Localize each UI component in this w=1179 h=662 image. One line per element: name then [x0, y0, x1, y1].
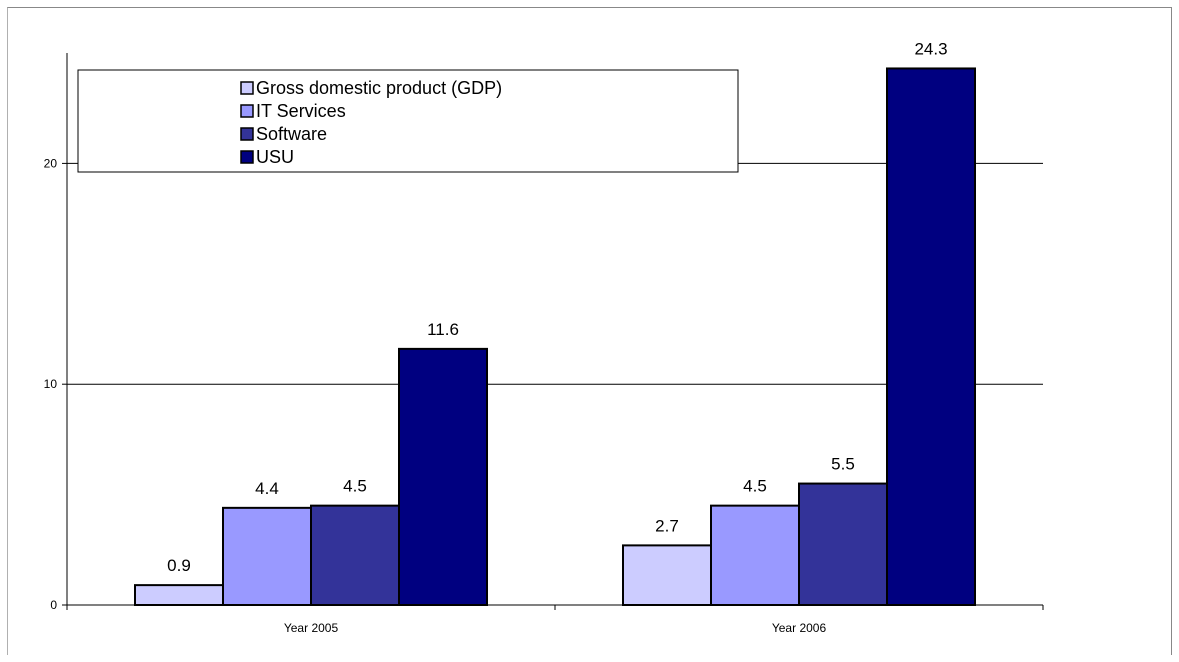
legend-swatch — [240, 81, 254, 95]
y-tick-label: 10 — [44, 377, 58, 391]
bar — [398, 347, 488, 606]
y-tick-label: 0 — [50, 598, 57, 612]
x-category-label: Year 2005 — [284, 621, 339, 635]
data-label: 2.7 — [655, 516, 679, 535]
bar — [622, 544, 712, 606]
bar — [310, 504, 400, 607]
data-labels: 0.9 4.4 4.5 11.6 2.7 4.5 5.5 24.3 — [167, 39, 947, 575]
data-label: 4.5 — [743, 477, 767, 496]
data-label: 11.6 — [427, 320, 459, 339]
bar — [798, 482, 888, 606]
legend: Gross domestic product (GDP) IT Services S… — [77, 69, 739, 173]
bars — [134, 67, 976, 607]
legend-label: Software — [256, 124, 327, 144]
data-label: 24.3 — [914, 39, 947, 58]
legend-swatch — [240, 104, 254, 118]
legend-swatch — [240, 127, 254, 141]
bar — [886, 67, 976, 607]
legend-box — [77, 69, 739, 173]
legend-label: USU — [256, 147, 294, 167]
bar — [710, 504, 800, 607]
legend-label: Gross domestic product (GDP) — [256, 78, 502, 98]
legend-label: IT Services — [256, 101, 346, 121]
bar — [134, 584, 224, 606]
legend-swatch — [240, 150, 254, 164]
data-label: 4.4 — [255, 479, 279, 498]
x-category-label: Year 2006 — [772, 621, 827, 635]
data-label: 0.9 — [167, 556, 191, 575]
data-label: 5.5 — [831, 455, 855, 474]
y-axis-ticks: 0 10 20 — [44, 156, 67, 612]
x-axis-categories: Year 2005 Year 2006 — [66, 605, 1044, 635]
data-label: 4.5 — [343, 477, 367, 496]
bar — [222, 506, 312, 606]
y-tick-label: 20 — [44, 156, 58, 170]
chart-frame — [7, 7, 1172, 655]
